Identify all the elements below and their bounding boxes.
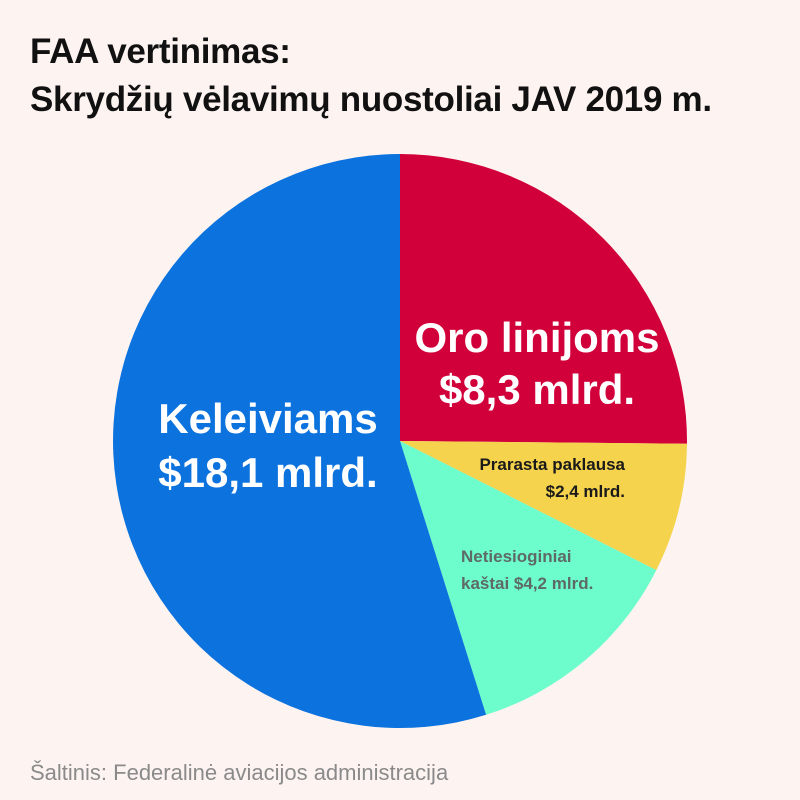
title-line-1: FAA vertinimas: — [30, 32, 291, 71]
slice-label-netiesioginiai-kastai: Netiesioginiai kaštai $4,2 mlrd. — [461, 547, 593, 593]
source-note: Šaltinis: Federalinė aviacijos administr… — [30, 760, 449, 785]
slice-label-oro-linijoms: Oro linijoms $8,3 mlrd. — [414, 314, 659, 413]
chart-title: FAA vertinimas: Skrydžių vėlavimų nuosto… — [30, 28, 712, 124]
slice-label-line: $2,4 mlrd. — [546, 482, 625, 501]
pie-slice-prarasta-paklausa — [400, 441, 687, 571]
slice-label-line: Prarasta paklausa — [479, 455, 625, 474]
pie-slice-keleiviams — [113, 154, 487, 728]
slice-label-prarasta-paklausa: Prarasta paklausa $2,4 mlrd. — [479, 455, 625, 501]
title-line-2: Skrydžių vėlavimų nuostoliai JAV 2019 m. — [30, 80, 712, 119]
pie-slice-netiesioginiai-kastai — [400, 441, 657, 715]
slice-label-line: Netiesioginiai — [461, 547, 572, 566]
pie-slice-oro-linijoms — [400, 154, 688, 444]
slice-label-line: Keleiviams — [158, 395, 377, 442]
slice-label-line: $18,1 mlrd. — [158, 449, 377, 496]
slice-label-keleiviams: Keleiviams $18,1 mlrd. — [158, 395, 377, 496]
slice-label-line: kaštai $4,2 mlrd. — [461, 574, 593, 593]
slice-label-line: Oro linijoms — [414, 314, 659, 361]
slice-label-line: $8,3 mlrd. — [439, 366, 635, 413]
